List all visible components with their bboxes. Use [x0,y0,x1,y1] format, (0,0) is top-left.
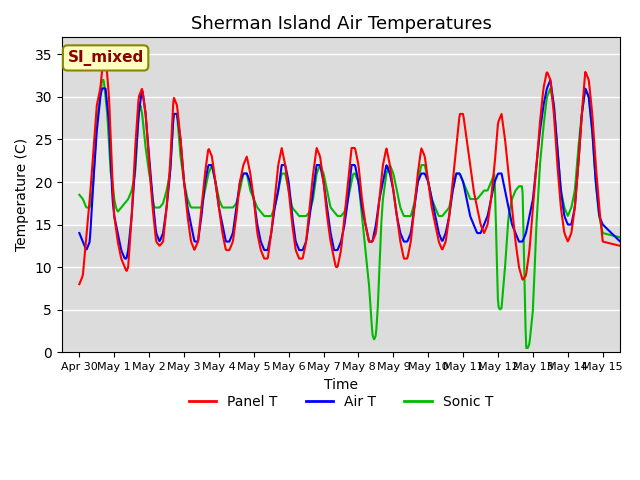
Sonic T [77,194,85,200]
Panel T [616,243,624,249]
Panel T [77,276,85,282]
Panel T [152,236,159,241]
Panel T [102,52,109,58]
Air T [477,229,485,235]
Sonic T [616,234,624,240]
Air T [76,230,83,236]
Panel T [307,193,315,199]
Title: Sherman Island Air Temperatures: Sherman Island Air Temperatures [191,15,492,33]
Air T [152,227,159,233]
Sonic T [307,204,315,210]
Legend: Panel T, Air T, Sonic T: Panel T, Air T, Sonic T [183,389,499,415]
Sonic T [99,77,106,83]
Air T [547,77,554,83]
Sonic T [477,191,485,197]
Sonic T [522,345,530,351]
Panel T [76,281,83,287]
Panel T [464,147,472,153]
Sonic T [152,204,159,210]
X-axis label: Time: Time [324,377,358,392]
Air T [616,239,624,244]
Sonic T [76,192,83,198]
Air T [122,256,129,262]
Air T [328,233,335,239]
Y-axis label: Temperature (C): Temperature (C) [15,138,29,252]
Air T [464,203,472,209]
Air T [77,236,85,241]
Panel T [477,223,485,229]
Sonic T [464,191,472,197]
Sonic T [328,205,335,211]
Line: Panel T: Panel T [79,55,620,284]
Line: Air T: Air T [79,80,620,259]
Text: SI_mixed: SI_mixed [67,50,144,66]
Air T [307,204,315,210]
Line: Sonic T: Sonic T [79,80,620,348]
Bar [62,140,620,225]
Panel T [328,242,335,248]
